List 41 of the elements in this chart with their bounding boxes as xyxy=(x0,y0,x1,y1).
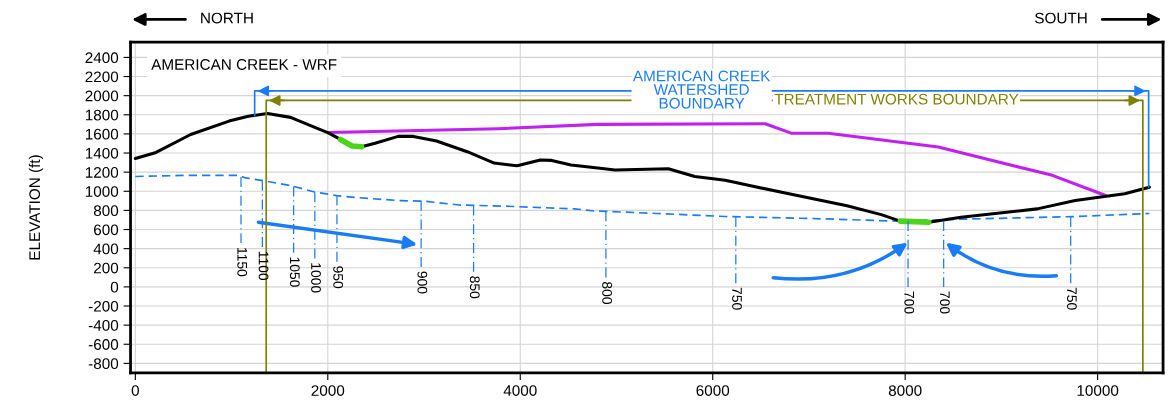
annotation: 800 xyxy=(602,281,613,304)
text: AMERICAN CREEK - WRF xyxy=(151,59,337,70)
annotation: AMERICAN CREEK WATERSHED BOUNDARY xyxy=(632,70,771,109)
y-tick-label: 2400 xyxy=(85,52,119,64)
y-tick-label: 1000 xyxy=(85,186,119,197)
annotation: TREATMENT WORKS BOUNDARY xyxy=(774,93,1019,105)
annotation: 700 xyxy=(939,291,950,314)
y-tick-label: 400 xyxy=(93,243,119,255)
text: NORTH xyxy=(201,12,253,24)
y-tick-label: 200 xyxy=(94,262,119,274)
y-tick-label: -800 xyxy=(88,358,119,370)
x-tick-label: 4000 xyxy=(503,385,537,396)
y-tick-label: 1400 xyxy=(85,147,119,159)
y-tick-label: 0 xyxy=(110,281,119,293)
y-tick-label: 1200 xyxy=(85,167,119,178)
y-tick-label: 1600 xyxy=(85,128,119,140)
y-tick-label: 2200 xyxy=(85,71,119,83)
annotation: 1050 xyxy=(289,257,300,287)
x-tick-label: 6000 xyxy=(696,385,730,396)
x-tick-label: 10000 xyxy=(1077,385,1119,396)
x-tick-label: 0 xyxy=(131,385,139,396)
y-tick-label: 1800 xyxy=(85,109,119,121)
y-tick-label: -600 xyxy=(88,339,119,350)
annotation: 1150 xyxy=(237,247,248,277)
x-tick-label: 8000 xyxy=(888,385,922,396)
annotation: 700 xyxy=(904,291,915,314)
annotation: 750 xyxy=(1066,287,1077,310)
y-tick-label: 800 xyxy=(93,205,119,217)
annotation: 750 xyxy=(732,287,742,310)
y-tick-label: -400 xyxy=(88,320,119,331)
annotation: 850 xyxy=(469,276,480,299)
annotation: 1100 xyxy=(258,251,269,281)
annotation: 1000 xyxy=(311,263,321,293)
y-tick-label: -200 xyxy=(88,300,119,312)
y-tick-label: 600 xyxy=(94,224,119,236)
annotation: 900 xyxy=(417,271,428,294)
y-axis-title: ELEVATION (ft) xyxy=(28,155,44,260)
x-tick-label: 2000 xyxy=(311,385,345,396)
text: SOUTH xyxy=(1035,12,1087,24)
annotation: 950 xyxy=(333,266,344,289)
y-tick-label: 2000 xyxy=(85,90,119,102)
